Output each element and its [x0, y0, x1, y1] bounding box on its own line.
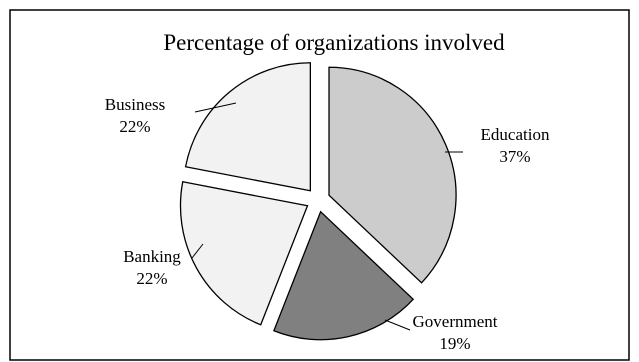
leader-lines	[191, 102, 463, 331]
pie-slice-banking	[179, 181, 309, 326]
pie-slices	[179, 62, 457, 341]
leader-line-business	[194, 102, 237, 113]
slice-name-banking: Banking	[123, 247, 181, 266]
slice-name-education: Education	[481, 125, 550, 144]
slice-value-education: 37%	[499, 147, 530, 166]
pie-slice-government	[273, 210, 415, 341]
slice-name-business: Business	[105, 95, 165, 114]
slice-value-business: 22%	[119, 117, 150, 136]
leader-line-government	[384, 319, 411, 331]
slice-labels: Education 37% Government 19% Banking 22% Busin…	[105, 95, 550, 353]
pie-slice-business	[184, 62, 312, 192]
pie-slice-education	[328, 66, 457, 284]
chart-title: Percentage of organizations involved	[163, 30, 505, 55]
slice-value-banking: 22%	[136, 269, 167, 288]
slice-value-government: 19%	[439, 334, 470, 353]
slice-name-government: Government	[413, 312, 498, 331]
leader-line-banking	[191, 243, 204, 259]
